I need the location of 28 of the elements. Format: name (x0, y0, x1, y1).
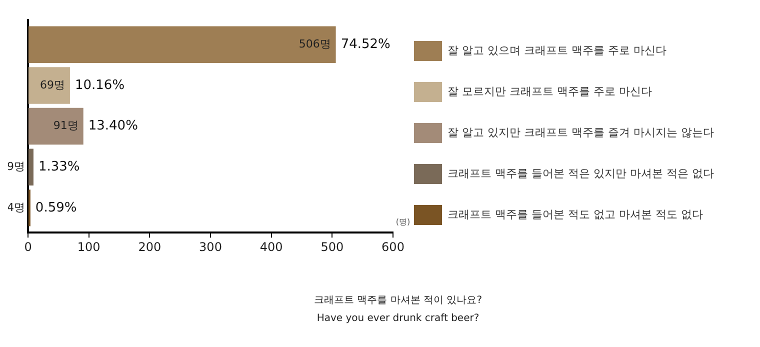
x-axis-title: (명) (396, 218, 410, 227)
text: Have you ever drunk craft beer? (316, 312, 480, 326)
x-tick-label: 500 (320, 240, 344, 254)
legend-label: 크래프트 맥주를 들어본 적은 있지만 마셔본 적은 없다 (448, 166, 714, 180)
legend-label: 잘 모르지만 크래프트 맥주를 주로 마신다 (448, 84, 652, 98)
bar (28, 148, 34, 186)
x-tick-label: 0 (24, 240, 32, 254)
legend-label: 잘 알고 있으며 크래프트 맥주를 주로 마신다 (448, 44, 666, 57)
bar (28, 26, 336, 64)
bar (28, 67, 70, 104)
legend-label: 잘 알고 있지만 크래프트 맥주를 즐겨 마시지는 않는다 (448, 126, 714, 139)
annotation: 74.52% (340, 37, 390, 52)
data-label: 91명 (53, 119, 78, 132)
x-tick-label: 300 (199, 240, 222, 254)
data-label: 506명 (298, 38, 331, 51)
data-label: 69명 (40, 78, 65, 92)
annotation: 1.33% (38, 159, 80, 174)
bar (28, 108, 84, 145)
text: 크래프트 맥주를 마셔본 적이 있나요? (312, 294, 484, 308)
x-tick-label: 600 (382, 240, 404, 254)
annotation: 10.16% (74, 78, 125, 93)
x-tick-label: 200 (138, 240, 162, 254)
legend-label: 크래프트 맥주를 들어본 적도 없고 마셔본 적도 없다 (448, 208, 703, 221)
annotation: 13.40% (88, 118, 138, 134)
data-label: 9명 (7, 160, 25, 173)
x-tick-label: 100 (77, 240, 100, 254)
annotation: 0.59% (35, 200, 77, 216)
x-tick-label: 400 (260, 240, 283, 254)
